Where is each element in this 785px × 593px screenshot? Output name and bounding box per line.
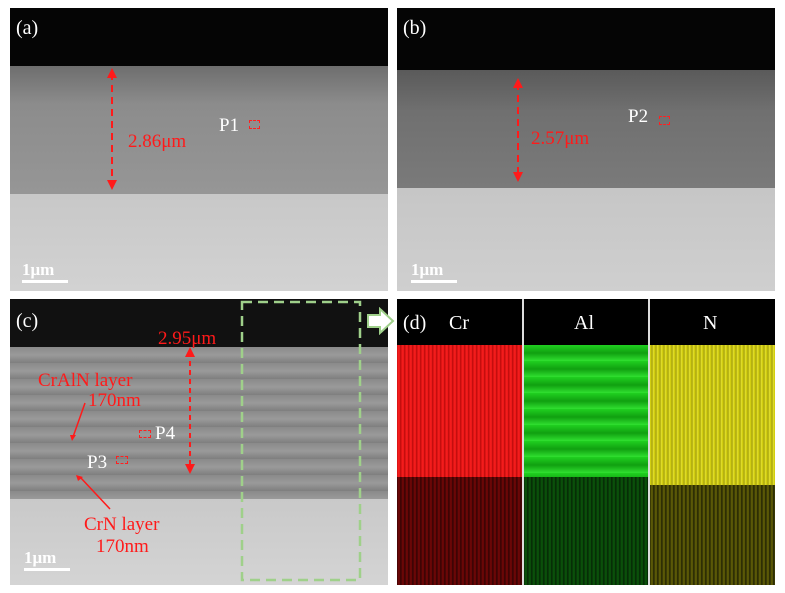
eds-map-n	[650, 345, 775, 585]
arrow-right-icon	[367, 307, 395, 335]
thickness-label: 2.57μm	[531, 128, 590, 149]
point-marker-p3	[116, 456, 128, 464]
eds-map-al	[524, 345, 648, 585]
sem-panel-a: (a) 2.86μm P1 1μm	[10, 8, 388, 291]
thickness-label: 2.95μm	[158, 328, 217, 349]
sem-background	[10, 299, 388, 347]
annotations-overlay	[70, 300, 362, 582]
thickness-label: 2.86μm	[128, 131, 187, 152]
crain-layer-label: CrAlN layer	[38, 370, 133, 391]
sem-panel-b: (b) 2.57μm P2 1μm	[397, 8, 775, 291]
scale-bar: 1μm	[22, 261, 68, 283]
point-label-p4: P4	[155, 423, 176, 444]
panel-label: (b)	[403, 17, 427, 39]
point-marker	[659, 116, 670, 125]
divider	[648, 299, 650, 585]
point-label: P1	[219, 115, 240, 136]
point-label-p3: P3	[87, 452, 108, 473]
panel-label: (c)	[16, 310, 39, 332]
crain-thickness-label: 170nm	[88, 390, 141, 411]
element-label-al: Al	[574, 312, 594, 334]
coating-layer	[397, 70, 775, 188]
thickness-arrow	[107, 68, 117, 190]
sem-background	[10, 8, 388, 66]
sem-panel-c: (c) 2.95μm CrAlN layer 170nm P4 P3 CrN l…	[10, 299, 388, 585]
coating-layer	[10, 347, 388, 499]
eds-map-cr	[397, 345, 522, 585]
panel-label: (a)	[16, 17, 39, 39]
element-label-cr: Cr	[449, 312, 469, 334]
eds-panel-d: (d) Cr Al N	[397, 299, 775, 585]
crn-layer-label: CrN layer	[84, 514, 160, 535]
scale-bar: 1μm	[24, 549, 70, 571]
point-marker	[249, 120, 260, 129]
sem-background	[397, 8, 775, 70]
substrate	[397, 188, 775, 291]
substrate	[10, 194, 388, 291]
divider	[522, 299, 524, 585]
element-label-n: N	[703, 312, 718, 334]
coating-layer	[10, 66, 388, 194]
panel-label: (d)	[403, 312, 427, 334]
thickness-arrow	[513, 78, 523, 182]
point-label: P2	[628, 106, 649, 127]
point-marker-p4	[139, 430, 151, 438]
crn-thickness-label: 170nm	[96, 536, 149, 557]
scale-bar: 1μm	[411, 261, 457, 283]
substrate	[10, 499, 388, 585]
mapping-region	[240, 300, 362, 582]
